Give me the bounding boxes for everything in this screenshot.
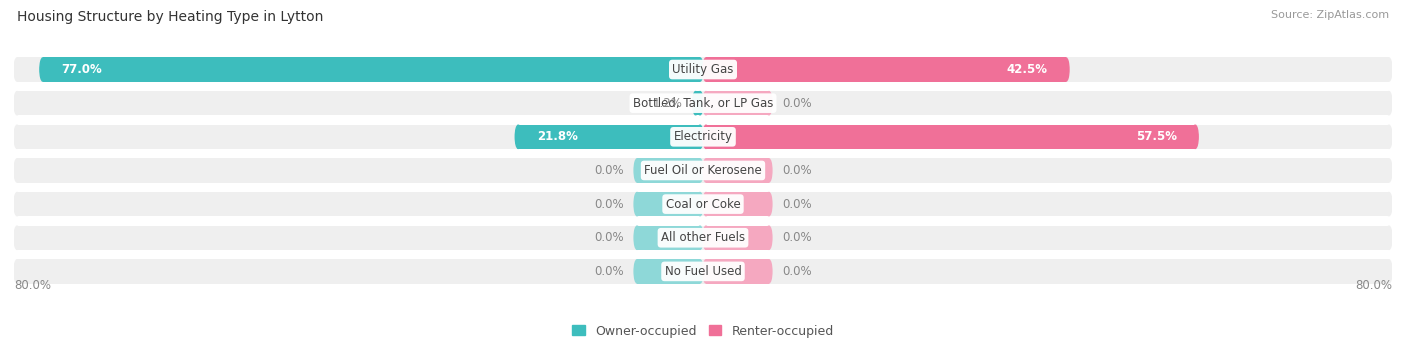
Text: 0.0%: 0.0%	[595, 231, 624, 244]
Circle shape	[14, 260, 20, 283]
FancyBboxPatch shape	[17, 192, 1389, 216]
Circle shape	[1386, 159, 1392, 182]
Text: 80.0%: 80.0%	[1355, 279, 1392, 292]
FancyBboxPatch shape	[17, 226, 1389, 250]
Text: 1.2%: 1.2%	[652, 97, 682, 110]
FancyBboxPatch shape	[637, 192, 700, 216]
Circle shape	[766, 260, 772, 283]
Circle shape	[1386, 58, 1392, 81]
Text: 42.5%: 42.5%	[1007, 63, 1047, 76]
FancyBboxPatch shape	[17, 57, 1389, 81]
Text: Utility Gas: Utility Gas	[672, 63, 734, 76]
Circle shape	[766, 91, 772, 115]
FancyBboxPatch shape	[706, 192, 769, 216]
FancyBboxPatch shape	[706, 259, 769, 283]
Circle shape	[703, 58, 709, 81]
Circle shape	[515, 125, 522, 148]
FancyBboxPatch shape	[706, 158, 769, 182]
Circle shape	[14, 91, 20, 115]
Circle shape	[14, 226, 20, 249]
Text: Coal or Coke: Coal or Coke	[665, 197, 741, 211]
FancyBboxPatch shape	[637, 158, 700, 182]
FancyBboxPatch shape	[17, 125, 1389, 149]
Text: 21.8%: 21.8%	[537, 130, 578, 143]
Text: 0.0%: 0.0%	[782, 231, 811, 244]
Circle shape	[14, 192, 20, 216]
Circle shape	[703, 192, 709, 216]
Circle shape	[1063, 58, 1069, 81]
Circle shape	[634, 226, 640, 249]
FancyBboxPatch shape	[637, 259, 700, 283]
Circle shape	[39, 58, 46, 81]
FancyBboxPatch shape	[17, 91, 1389, 115]
Circle shape	[697, 260, 703, 283]
Text: 80.0%: 80.0%	[14, 279, 51, 292]
Text: Source: ZipAtlas.com: Source: ZipAtlas.com	[1271, 10, 1389, 20]
Circle shape	[14, 159, 20, 182]
Circle shape	[697, 125, 703, 148]
Text: 0.0%: 0.0%	[595, 197, 624, 211]
Circle shape	[697, 226, 703, 249]
Circle shape	[703, 159, 709, 182]
Text: All other Fuels: All other Fuels	[661, 231, 745, 244]
Text: 57.5%: 57.5%	[1136, 130, 1177, 143]
FancyBboxPatch shape	[706, 226, 769, 250]
Circle shape	[1386, 192, 1392, 216]
Text: 0.0%: 0.0%	[782, 265, 811, 278]
Text: Housing Structure by Heating Type in Lytton: Housing Structure by Heating Type in Lyt…	[17, 10, 323, 24]
Text: 77.0%: 77.0%	[62, 63, 103, 76]
Circle shape	[766, 226, 772, 249]
Circle shape	[697, 192, 703, 216]
FancyBboxPatch shape	[706, 57, 1066, 81]
Circle shape	[634, 260, 640, 283]
Text: No Fuel Used: No Fuel Used	[665, 265, 741, 278]
FancyBboxPatch shape	[706, 91, 769, 115]
Text: Fuel Oil or Kerosene: Fuel Oil or Kerosene	[644, 164, 762, 177]
Circle shape	[634, 192, 640, 216]
Circle shape	[766, 192, 772, 216]
Circle shape	[1386, 91, 1392, 115]
Circle shape	[1386, 125, 1392, 148]
FancyBboxPatch shape	[637, 226, 700, 250]
Text: 0.0%: 0.0%	[782, 164, 811, 177]
Circle shape	[14, 125, 20, 148]
FancyBboxPatch shape	[519, 125, 700, 149]
Legend: Owner-occupied, Renter-occupied: Owner-occupied, Renter-occupied	[568, 320, 838, 341]
FancyBboxPatch shape	[42, 57, 700, 81]
Circle shape	[703, 260, 709, 283]
FancyBboxPatch shape	[706, 125, 1195, 149]
Circle shape	[634, 159, 640, 182]
Text: Electricity: Electricity	[673, 130, 733, 143]
Text: 0.0%: 0.0%	[595, 164, 624, 177]
Circle shape	[1192, 125, 1198, 148]
Circle shape	[1386, 260, 1392, 283]
Circle shape	[697, 58, 703, 81]
Circle shape	[697, 159, 703, 182]
FancyBboxPatch shape	[17, 259, 1389, 283]
Text: 0.0%: 0.0%	[782, 97, 811, 110]
Circle shape	[697, 91, 703, 115]
Circle shape	[703, 226, 709, 249]
Circle shape	[766, 159, 772, 182]
Circle shape	[703, 125, 709, 148]
FancyBboxPatch shape	[17, 158, 1389, 182]
Circle shape	[693, 91, 699, 115]
Circle shape	[1386, 226, 1392, 249]
FancyBboxPatch shape	[696, 91, 700, 115]
Text: 0.0%: 0.0%	[595, 265, 624, 278]
Text: 0.0%: 0.0%	[782, 197, 811, 211]
Circle shape	[703, 91, 709, 115]
Text: Bottled, Tank, or LP Gas: Bottled, Tank, or LP Gas	[633, 97, 773, 110]
Circle shape	[14, 58, 20, 81]
